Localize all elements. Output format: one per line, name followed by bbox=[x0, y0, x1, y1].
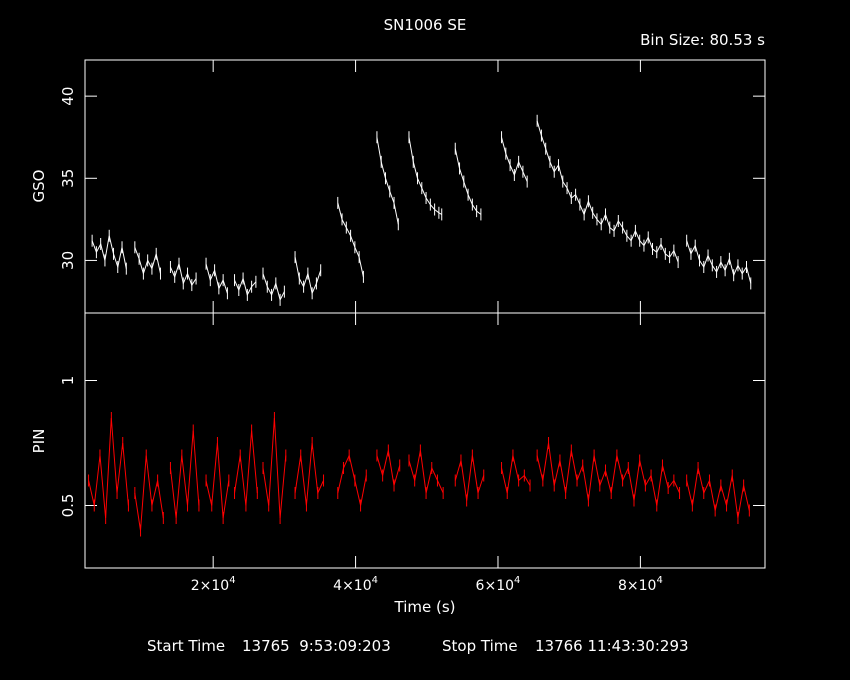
gso-data-segment bbox=[263, 274, 284, 300]
pin-data-segment bbox=[170, 431, 199, 519]
gso-data-segment bbox=[409, 137, 442, 214]
x-axis-label: Time (s) bbox=[394, 598, 456, 616]
gso-data-segment bbox=[235, 279, 256, 295]
pin-data-segment bbox=[455, 456, 483, 501]
pin-panel: PIN 0.5 1 bbox=[30, 313, 765, 568]
pin-axis-label: PIN bbox=[30, 429, 48, 454]
pin-data-segment bbox=[409, 451, 443, 494]
x-tick-label: 8×104 bbox=[618, 575, 663, 594]
pin-data-segment bbox=[687, 468, 750, 518]
pin-data-segment bbox=[206, 443, 229, 518]
gso-data-segment bbox=[206, 264, 227, 294]
gso-data-segment bbox=[455, 149, 481, 215]
pin-data-segment bbox=[295, 443, 323, 506]
chart-title: SN1006 SE bbox=[384, 16, 467, 34]
x-tick-label: 4×104 bbox=[333, 575, 378, 594]
pin-frame bbox=[85, 313, 765, 568]
pin-data-segment bbox=[537, 443, 680, 506]
pin-data-segment bbox=[338, 456, 367, 506]
bin-size-label: Bin Size: 80.53 s bbox=[640, 31, 765, 49]
pin-data-segment bbox=[235, 431, 258, 506]
pin-y-tick-label: 0.5 bbox=[59, 494, 77, 518]
x-tick-label: 2×104 bbox=[191, 575, 236, 594]
pin-data-segment bbox=[135, 456, 164, 531]
gso-y-tick-label: 30 bbox=[59, 251, 77, 270]
x-axis: 2×104 4×104 6×104 8×104 bbox=[191, 575, 663, 594]
gso-series bbox=[92, 115, 751, 306]
x-tick-label: 6×104 bbox=[476, 575, 521, 594]
gso-axis-label: GSO bbox=[30, 170, 48, 203]
gso-y-tick-label: 40 bbox=[59, 87, 77, 106]
gso-data-segment bbox=[687, 241, 751, 284]
gso-data-segment bbox=[377, 137, 398, 224]
pin-data-segment bbox=[502, 456, 531, 494]
footer-times: Start Time 13765 9:53:09:203 Stop Time 1… bbox=[147, 637, 689, 655]
pin-data-segment bbox=[263, 418, 286, 518]
stop-time-label: Stop Time bbox=[442, 637, 518, 655]
gso-panel: GSO 30 35 40 bbox=[30, 60, 765, 313]
stop-time-value: 13766 11:43:30:293 bbox=[535, 637, 689, 655]
pin-series bbox=[89, 412, 750, 537]
pin-y-tick-label: 1 bbox=[59, 376, 77, 386]
start-time-value: 13765 9:53:09:203 bbox=[242, 637, 391, 655]
gso-data-segment bbox=[537, 121, 678, 262]
gso-y-tick-label: 35 bbox=[59, 169, 77, 188]
start-time-label: Start Time bbox=[147, 637, 225, 655]
